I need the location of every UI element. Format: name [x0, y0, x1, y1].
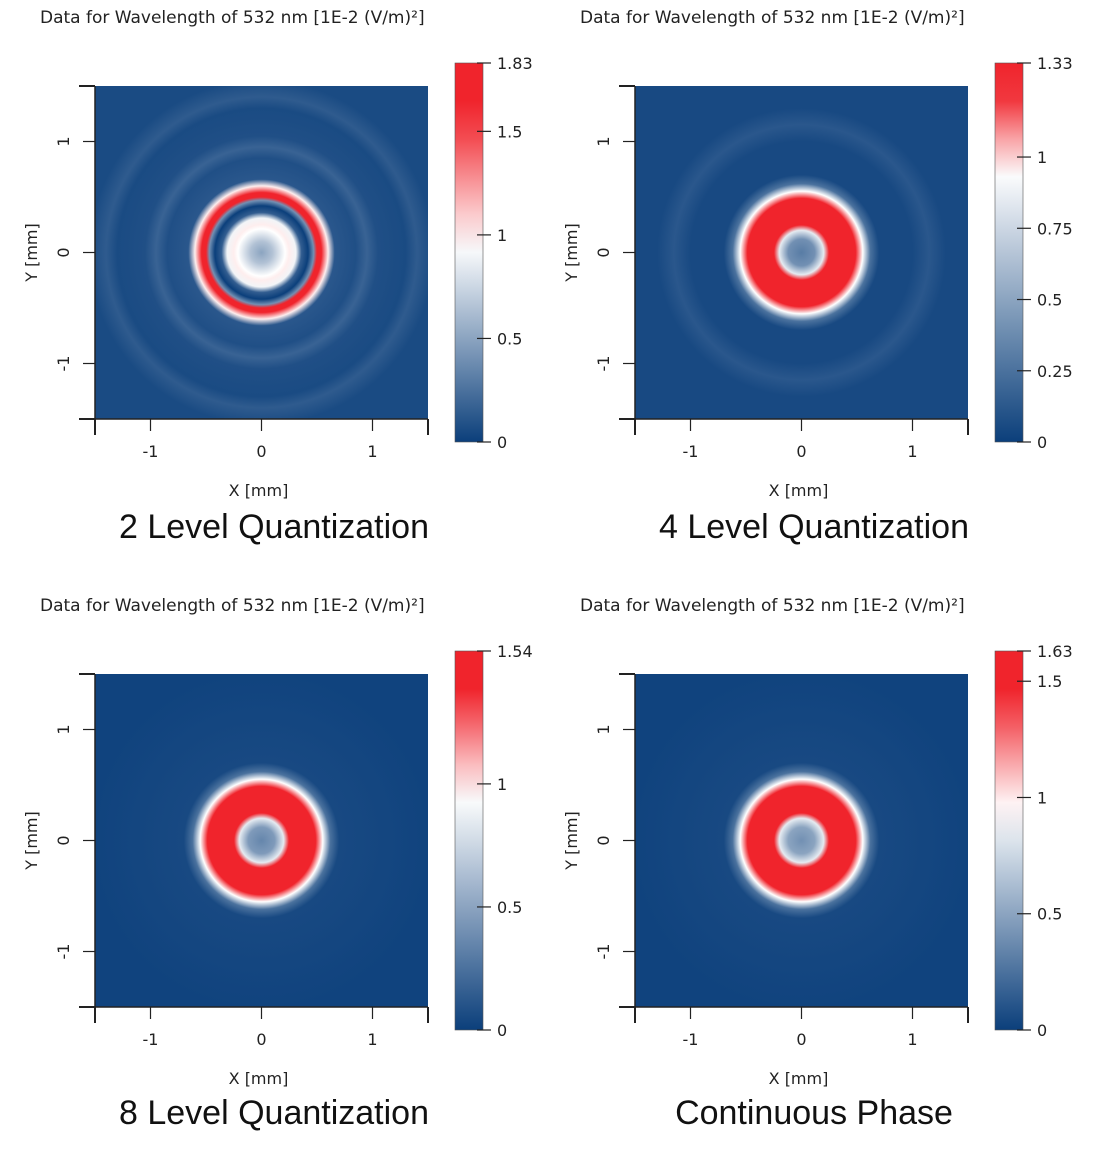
- chart-panel-3: Data for Wavelength of 532 nm [1E-2 (V/m…: [0, 588, 548, 1152]
- x-tick-label: -1: [683, 442, 699, 461]
- colorbar-tick-label: 0: [497, 433, 507, 452]
- colorbar-frame: [454, 62, 484, 443]
- chart-caption: 4 Level Quantization: [659, 508, 969, 546]
- x-tick-label: 1: [367, 442, 377, 461]
- x-tick-label: 1: [907, 442, 917, 461]
- chart-caption: 2 Level Quantization: [119, 508, 429, 546]
- x-axis-label: X [mm]: [229, 1069, 289, 1088]
- y-tick-label: -1: [54, 944, 73, 960]
- chart-panel-2: Data for Wavelength of 532 nm [1E-2 (V/m…: [540, 0, 1088, 564]
- colorbar-tick-label: 1: [497, 226, 507, 245]
- colorbar-tick-label: 0.75: [1037, 219, 1073, 238]
- x-tick-label: 1: [367, 1030, 377, 1049]
- colorbar-tick-label: 1.5: [497, 122, 522, 141]
- colorbar-frame: [994, 62, 1024, 443]
- x-tick-label: 0: [796, 442, 806, 461]
- colorbar: [995, 651, 1023, 1030]
- chart-panel-1: Data for Wavelength of 532 nm [1E-2 (V/m…: [0, 0, 548, 564]
- colorbar-tick-label: 0: [1037, 1021, 1047, 1040]
- colorbar: [995, 63, 1023, 442]
- chart-title: Data for Wavelength of 532 nm [1E-2 (V/m…: [580, 596, 965, 616]
- y-tick-label: 0: [594, 835, 613, 845]
- colorbar-tick-label: 1.54: [497, 642, 533, 661]
- colorbar-tick-label: 1.63: [1037, 642, 1073, 661]
- x-tick-label: 0: [256, 442, 266, 461]
- heatmap-rings: [635, 674, 968, 1007]
- colorbar-tick-label: 0.25: [1037, 362, 1073, 381]
- x-tick-label: -1: [143, 1030, 159, 1049]
- y-tick-label: 1: [594, 136, 613, 146]
- chart-svg: -1 0 1 1 0 -1 X [mm] Y [mm] 1.54 1 0.5 0: [22, 642, 533, 1088]
- colorbar-tick-label: 1: [1037, 788, 1047, 807]
- colorbar-tick-label: 0.5: [497, 329, 522, 348]
- colorbar-tick-label: 1: [497, 775, 507, 794]
- heatmap-rings: [95, 674, 428, 1007]
- y-tick-label: 1: [54, 724, 73, 734]
- x-tick-label: -1: [143, 442, 159, 461]
- y-tick-label: 1: [54, 136, 73, 146]
- chart-panel-4: Data for Wavelength of 532 nm [1E-2 (V/m…: [540, 588, 1088, 1152]
- chart-title: Data for Wavelength of 532 nm [1E-2 (V/m…: [40, 8, 425, 28]
- heatmap-rings: [95, 86, 428, 419]
- colorbar-tick-label: 0.5: [1037, 291, 1062, 310]
- x-tick-label: 0: [796, 1030, 806, 1049]
- y-tick-label: -1: [594, 944, 613, 960]
- colorbar: [455, 63, 483, 442]
- colorbar-tick-label: 0.5: [1037, 905, 1062, 924]
- chart-title: Data for Wavelength of 532 nm [1E-2 (V/m…: [580, 8, 965, 28]
- colorbar-tick-label: 1.33: [1037, 54, 1073, 73]
- x-axis-label: X [mm]: [769, 481, 829, 500]
- colorbar-tick-label: 1: [1037, 148, 1047, 167]
- colorbar-tick-label: 0: [1037, 433, 1047, 452]
- y-tick-label: -1: [594, 356, 613, 372]
- y-axis-label: Y [mm]: [562, 223, 581, 283]
- x-tick-label: -1: [683, 1030, 699, 1049]
- x-axis-label: X [mm]: [769, 1069, 829, 1088]
- chart-svg: -1 0 1 1 0 -1 X [mm] Y [mm] 1.63 1.5 1 0.5 0: [562, 642, 1073, 1088]
- y-tick-label: 0: [54, 247, 73, 257]
- chart-caption: Continuous Phase: [675, 1094, 953, 1132]
- y-tick-label: -1: [54, 356, 73, 372]
- y-tick-label: 1: [594, 724, 613, 734]
- chart-svg: -1 0 1 1 0 -1 X [mm] Y [mm] 1.33 1 0.75 0.5 0.25 0: [562, 54, 1073, 500]
- y-axis-label: Y [mm]: [22, 223, 41, 283]
- chart-title: Data for Wavelength of 532 nm [1E-2 (V/m…: [40, 596, 425, 616]
- chart-svg: -1 0 1 1 0 -1 X [mm] Y [mm] 1.83 1.5 1 0.5 0: [22, 54, 533, 500]
- x-tick-label: 1: [907, 1030, 917, 1049]
- chart-caption: 8 Level Quantization: [119, 1094, 429, 1132]
- colorbar-tick-label: 1.5: [1037, 672, 1062, 691]
- y-tick-label: 0: [54, 835, 73, 845]
- colorbar-tick-label: 0: [497, 1021, 507, 1040]
- x-axis-label: X [mm]: [229, 481, 289, 500]
- colorbar: [455, 651, 483, 1030]
- heatmap-rings: [635, 86, 968, 419]
- y-axis-label: Y [mm]: [562, 811, 581, 871]
- y-axis-label: Y [mm]: [22, 811, 41, 871]
- colorbar-frame: [994, 650, 1024, 1031]
- x-tick-label: 0: [256, 1030, 266, 1049]
- colorbar-frame: [454, 650, 484, 1031]
- colorbar-tick-label: 1.83: [497, 54, 533, 73]
- y-tick-label: 0: [594, 247, 613, 257]
- colorbar-tick-label: 0.5: [497, 898, 522, 917]
